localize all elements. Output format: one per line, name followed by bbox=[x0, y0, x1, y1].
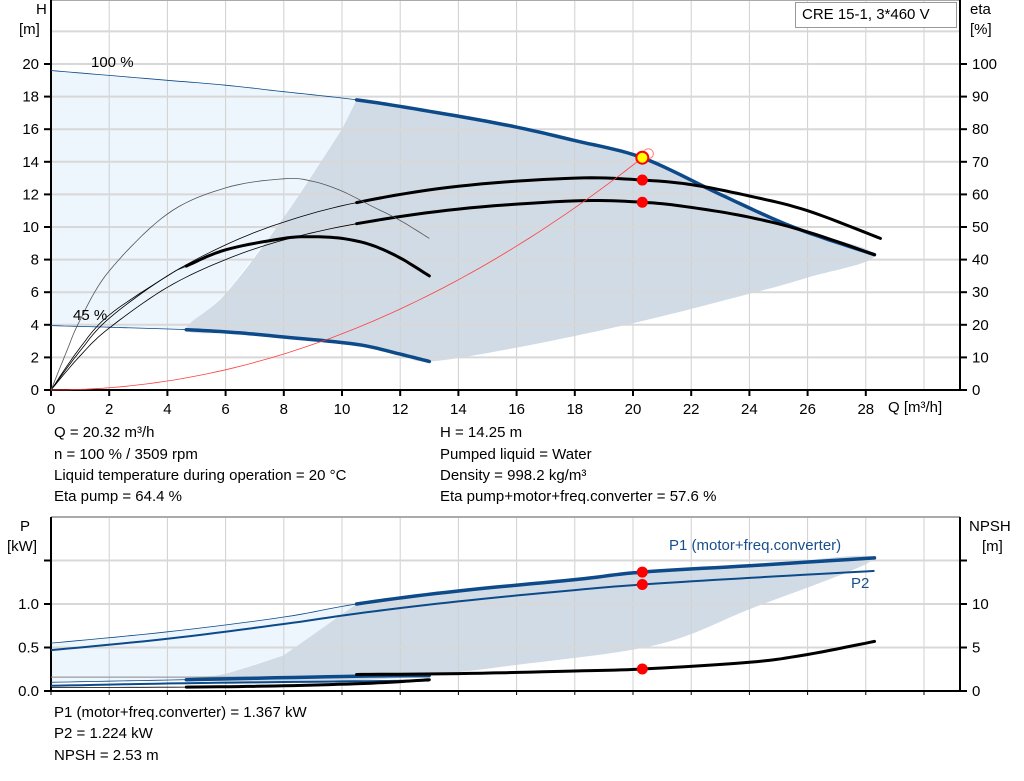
x-tick-label: 16 bbox=[508, 401, 525, 418]
npsh-tick-label: 5 bbox=[972, 640, 980, 657]
head-chart-series-0-thin bbox=[50, 70, 357, 101]
legend-title: CRE 15-1, 3*460 V bbox=[802, 6, 930, 23]
x-tick-label: 2 bbox=[105, 401, 113, 418]
eta-operating-point bbox=[636, 174, 648, 186]
eta-tick-label: 90 bbox=[972, 89, 989, 106]
p-tick-label: 0.0 bbox=[18, 683, 39, 700]
x-tick-label: 20 bbox=[625, 401, 642, 418]
power-chart-series-0-thin bbox=[50, 603, 357, 644]
h-tick-label: 4 bbox=[31, 317, 39, 334]
readout-h: H = 14.25 m bbox=[440, 424, 523, 441]
head-chart-series-0 bbox=[354, 98, 877, 257]
p-tick-label: 0.5 bbox=[18, 640, 39, 657]
p1-series-label: P1 (motor+freq.converter) bbox=[669, 537, 842, 554]
head-chart-light-range bbox=[51, 70, 357, 330]
duty-point bbox=[635, 150, 650, 165]
eta-axis-unit: [%] bbox=[970, 21, 992, 38]
eta-tick-label: 0 bbox=[972, 382, 980, 399]
power-chart-operating-range bbox=[184, 555, 875, 683]
head-chart-series-2 bbox=[355, 176, 882, 240]
p-axis-label: P bbox=[20, 518, 31, 535]
h-tick-label: 14 bbox=[22, 154, 39, 171]
h-tick-label: 18 bbox=[22, 89, 39, 106]
h-tick-label: 2 bbox=[31, 349, 39, 366]
eta-tick-label: 70 bbox=[972, 154, 989, 171]
h-tick-label: 6 bbox=[31, 284, 39, 301]
head-chart-series-4 bbox=[184, 235, 431, 278]
x-tick-label: 4 bbox=[163, 401, 171, 418]
eta-tick-label: 60 bbox=[972, 186, 989, 203]
readout-speed: n = 100 % / 3509 rpm bbox=[54, 446, 198, 463]
head-chart-series-1 bbox=[184, 327, 432, 364]
head-chart-series-3-thin bbox=[50, 223, 357, 391]
eta-operating-point bbox=[636, 196, 648, 208]
readout-p1: P1 (motor+freq.converter) = 1.367 kW bbox=[54, 704, 307, 721]
npsh-axis-unit: [m] bbox=[982, 538, 1003, 555]
system-curve bbox=[50, 155, 645, 391]
eta-tick-label: 40 bbox=[972, 252, 989, 269]
x-tick-label: 28 bbox=[857, 401, 874, 418]
h-tick-label: 0 bbox=[31, 382, 39, 399]
npsh-axis-label: NPSH bbox=[969, 518, 1011, 535]
speed-label-45: 45 % bbox=[73, 307, 108, 324]
h-tick-label: 8 bbox=[31, 252, 39, 269]
h-tick-label: 20 bbox=[22, 56, 39, 73]
power-chart-series-2-thin bbox=[50, 679, 187, 683]
head-chart-series-3 bbox=[355, 199, 876, 257]
readout-density: Density = 998.2 kg/m³ bbox=[440, 467, 587, 484]
readout-q: Q = 20.32 m³/h bbox=[54, 424, 155, 441]
head-chart-series-1-thin bbox=[50, 325, 187, 331]
x-tick-label: 14 bbox=[450, 401, 467, 418]
head-chart-series-4-thin bbox=[50, 265, 187, 391]
readout-eta-pump: Eta pump = 64.4 % bbox=[54, 488, 182, 505]
p-tick-label: 1.0 bbox=[18, 596, 39, 613]
eta-tick-label: 20 bbox=[972, 317, 989, 334]
speed-label-100: 100 % bbox=[91, 54, 134, 71]
x-tick-label: 18 bbox=[566, 401, 583, 418]
x-tick-label: 8 bbox=[280, 401, 288, 418]
power-chart-series-0 bbox=[354, 556, 877, 606]
h-tick-label: 16 bbox=[22, 121, 39, 138]
h-axis-label: H bbox=[36, 1, 47, 18]
x-tick-label: 24 bbox=[741, 401, 758, 418]
power-chart-series-4 bbox=[184, 678, 431, 689]
npsh-tick-label: 10 bbox=[972, 596, 989, 613]
x-tick-label: 0 bbox=[47, 401, 55, 418]
eta-tick-label: 100 bbox=[972, 56, 997, 73]
power-operating-point bbox=[636, 663, 648, 675]
eta-tick-label: 80 bbox=[972, 121, 989, 138]
h-tick-label: 12 bbox=[22, 186, 39, 203]
p-axis-unit: [kW] bbox=[7, 538, 37, 555]
readout-eta-total: Eta pump+motor+freq.converter = 57.6 % bbox=[440, 488, 717, 505]
head-chart-operating-range bbox=[186, 99, 875, 362]
x-tick-label: 6 bbox=[221, 401, 229, 418]
eta-tick-label: 50 bbox=[972, 219, 989, 236]
eta-tick-label: 10 bbox=[972, 349, 989, 366]
x-tick-label: 10 bbox=[334, 401, 351, 418]
npsh-tick-label: 0 bbox=[972, 683, 980, 700]
eta-tick-label: 30 bbox=[972, 284, 989, 301]
readout-liquid: Pumped liquid = Water bbox=[440, 446, 592, 463]
x-tick-label: 26 bbox=[799, 401, 816, 418]
head-chart-series-5-thin bbox=[50, 178, 430, 391]
pump-model-legend: CRE 15-1, 3*460 V bbox=[795, 2, 957, 28]
q-axis-label: Q [m³/h] bbox=[888, 399, 943, 416]
power-operating-point bbox=[636, 566, 648, 578]
x-tick-label: 22 bbox=[683, 401, 700, 418]
readout-temperature: Liquid temperature during operation = 20… bbox=[54, 467, 347, 484]
power-operating-point bbox=[636, 579, 648, 591]
eta-axis-label: eta bbox=[970, 1, 991, 18]
p2-series-label: P2 bbox=[851, 575, 870, 592]
h-axis-unit: [m] bbox=[19, 21, 40, 38]
readout-p2: P2 = 1.224 kW bbox=[54, 725, 153, 742]
readout-npsh: NPSH = 2.53 m bbox=[54, 747, 159, 764]
x-tick-label: 12 bbox=[392, 401, 409, 418]
h-tick-label: 10 bbox=[22, 219, 39, 236]
power-chart-series-1-thin bbox=[50, 569, 875, 652]
